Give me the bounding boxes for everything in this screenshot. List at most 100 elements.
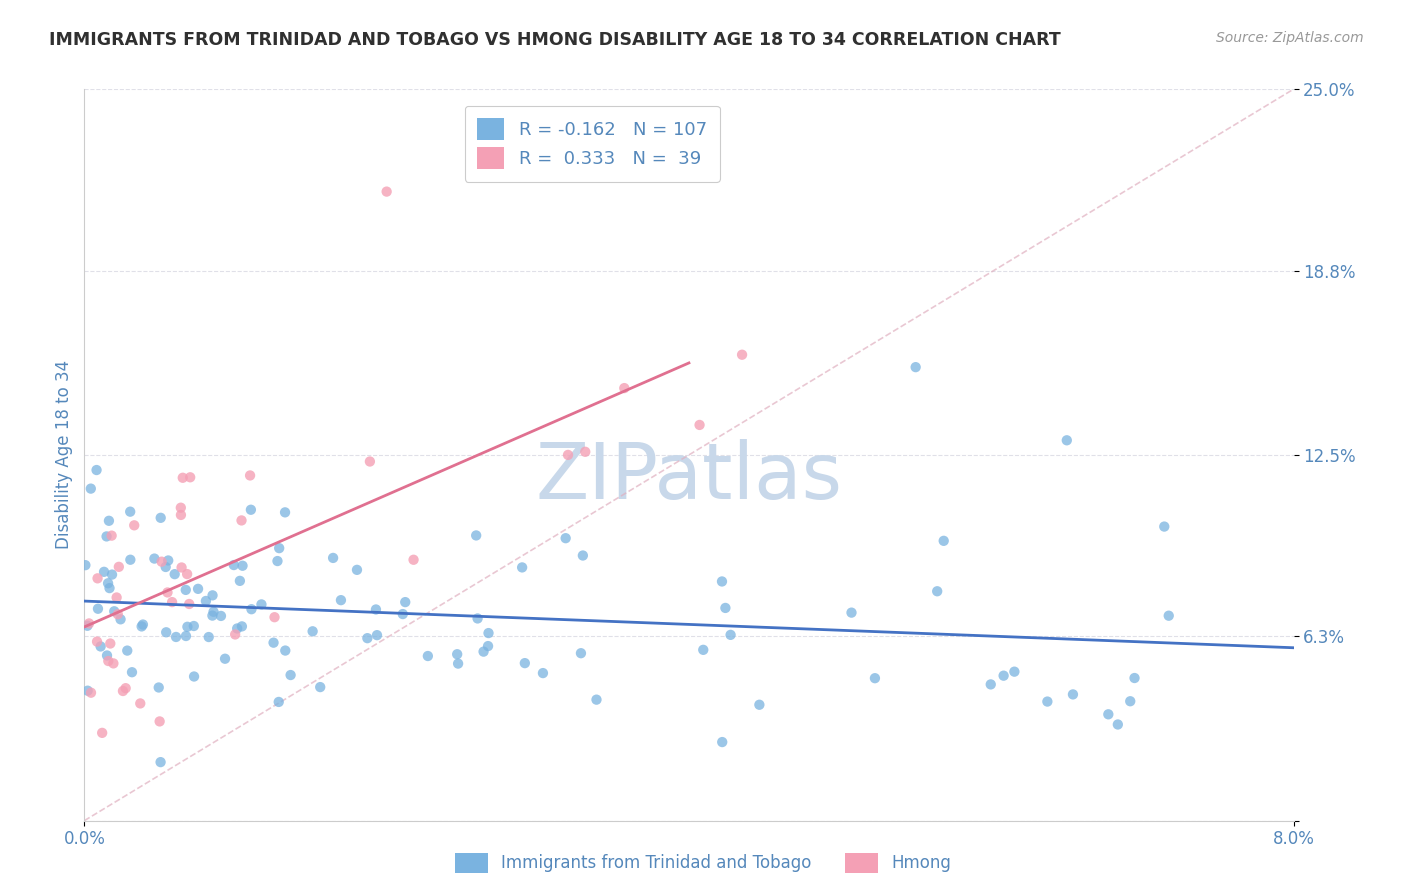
Point bbox=[176, 567, 198, 582]
Point bbox=[98, 581, 121, 595]
Point bbox=[1002, 665, 1025, 679]
Point bbox=[93, 565, 115, 579]
Point bbox=[226, 622, 249, 636]
Point bbox=[165, 630, 187, 644]
Point bbox=[1097, 707, 1119, 722]
Point bbox=[201, 588, 224, 602]
Point bbox=[356, 631, 378, 645]
Point bbox=[748, 698, 770, 712]
Point bbox=[231, 619, 253, 633]
Point bbox=[91, 726, 114, 740]
Point bbox=[267, 695, 290, 709]
Point bbox=[266, 554, 288, 568]
Point bbox=[179, 597, 201, 611]
Point bbox=[214, 651, 236, 665]
Point bbox=[197, 630, 219, 644]
Point bbox=[86, 571, 108, 585]
Point bbox=[240, 602, 263, 616]
Point bbox=[231, 513, 253, 527]
Point bbox=[689, 417, 711, 432]
Point bbox=[105, 591, 128, 605]
Point bbox=[574, 444, 596, 458]
Point bbox=[1119, 694, 1142, 708]
Point bbox=[174, 582, 197, 597]
Point bbox=[160, 595, 183, 609]
Point bbox=[155, 625, 177, 640]
Point bbox=[97, 514, 120, 528]
Point bbox=[179, 470, 201, 484]
Point bbox=[447, 657, 470, 671]
Point bbox=[143, 551, 166, 566]
Point bbox=[391, 607, 413, 621]
Point bbox=[202, 605, 225, 619]
Point bbox=[149, 714, 172, 729]
Point bbox=[96, 529, 118, 543]
Point bbox=[585, 692, 607, 706]
Point bbox=[117, 643, 139, 657]
Point bbox=[110, 612, 132, 626]
Point bbox=[120, 553, 142, 567]
Point bbox=[87, 601, 110, 615]
Point bbox=[150, 555, 173, 569]
Point bbox=[572, 549, 595, 563]
Point bbox=[932, 533, 955, 548]
Point bbox=[107, 607, 129, 622]
Point bbox=[98, 636, 121, 650]
Point bbox=[477, 626, 499, 640]
Point bbox=[155, 560, 177, 574]
Point bbox=[274, 643, 297, 657]
Point bbox=[103, 657, 125, 671]
Point bbox=[927, 584, 949, 599]
Point bbox=[163, 567, 186, 582]
Point bbox=[172, 471, 194, 485]
Point bbox=[111, 684, 134, 698]
Point bbox=[90, 640, 112, 654]
Point bbox=[132, 617, 155, 632]
Point bbox=[711, 574, 734, 589]
Point bbox=[465, 528, 488, 542]
Point bbox=[76, 683, 98, 698]
Text: IMMIGRANTS FROM TRINIDAD AND TOBAGO VS HMONG DISABILITY AGE 18 TO 34 CORRELATION: IMMIGRANTS FROM TRINIDAD AND TOBAGO VS H… bbox=[49, 31, 1062, 49]
Point bbox=[446, 647, 468, 661]
Point bbox=[224, 627, 246, 641]
Point bbox=[477, 639, 499, 653]
Point bbox=[183, 619, 205, 633]
Point bbox=[229, 574, 252, 588]
Point bbox=[263, 610, 285, 624]
Point bbox=[114, 681, 136, 696]
Point bbox=[359, 454, 381, 468]
Point bbox=[156, 585, 179, 599]
Point bbox=[711, 735, 734, 749]
Point bbox=[149, 511, 172, 525]
Point bbox=[174, 629, 197, 643]
Point bbox=[76, 619, 98, 633]
Point bbox=[714, 601, 737, 615]
Point bbox=[329, 593, 352, 607]
Point bbox=[100, 528, 122, 542]
Point bbox=[232, 558, 254, 573]
Point bbox=[187, 582, 209, 596]
Text: Source: ZipAtlas.com: Source: ZipAtlas.com bbox=[1216, 31, 1364, 45]
Point bbox=[863, 671, 886, 685]
Point bbox=[157, 553, 180, 567]
Point bbox=[222, 558, 245, 572]
Point bbox=[301, 624, 323, 639]
Point bbox=[108, 559, 131, 574]
Point bbox=[346, 563, 368, 577]
Point bbox=[416, 648, 439, 663]
Point bbox=[103, 604, 125, 618]
Point bbox=[250, 598, 273, 612]
Point bbox=[239, 468, 262, 483]
Point bbox=[269, 541, 291, 556]
Point bbox=[1062, 687, 1084, 701]
Point bbox=[239, 502, 262, 516]
Point bbox=[613, 381, 636, 395]
Point bbox=[86, 463, 108, 477]
Legend: R = -0.162   N = 107, R =  0.333   N =  39: R = -0.162 N = 107, R = 0.333 N = 39 bbox=[465, 105, 720, 182]
Point bbox=[120, 505, 142, 519]
Point bbox=[467, 611, 489, 625]
Point bbox=[209, 609, 232, 624]
Legend: Immigrants from Trinidad and Tobago, Hmong: Immigrants from Trinidad and Tobago, Hmo… bbox=[449, 847, 957, 880]
Point bbox=[322, 550, 344, 565]
Point bbox=[375, 185, 398, 199]
